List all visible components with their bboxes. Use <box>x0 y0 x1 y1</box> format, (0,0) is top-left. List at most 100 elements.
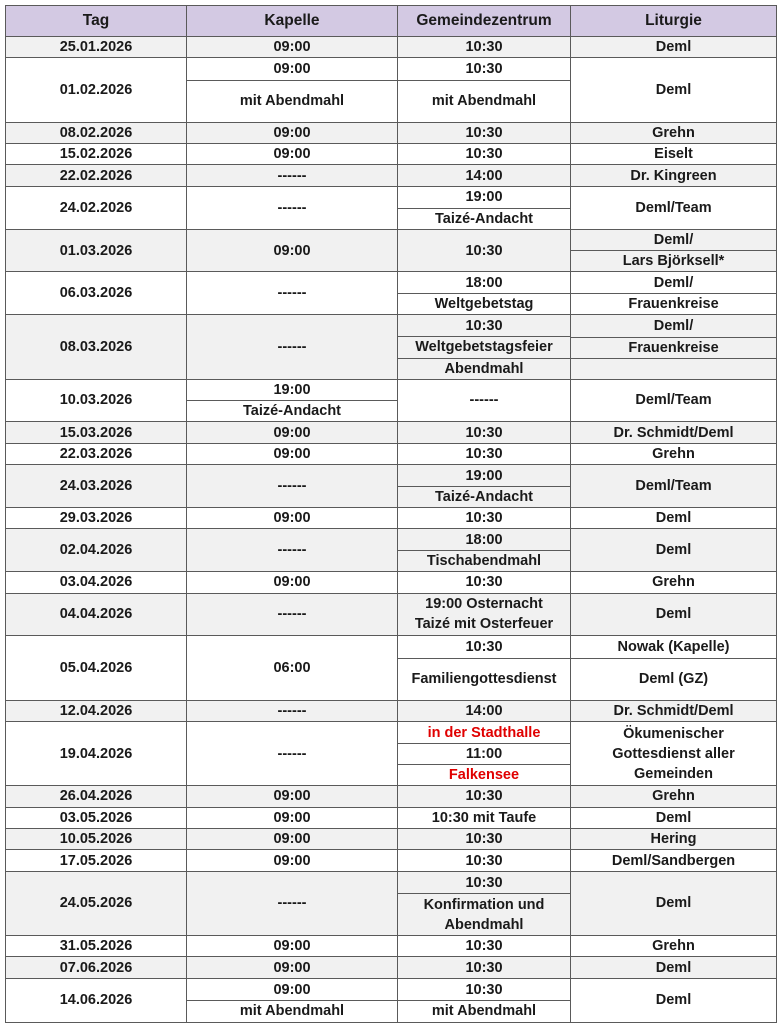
liturgie-text: Deml <box>655 809 692 826</box>
table-row: 22.03.2026 09:00 10:30 Grehn <box>6 443 776 466</box>
cell-liturgie: Deml <box>571 37 776 57</box>
cell-liturgie: Deml <box>571 594 776 636</box>
liturgie-text: Deml (GZ) <box>571 657 776 700</box>
table-row: 19.04.2026 ------ in der Stadthalle 11:00 Fa… <box>6 722 776 787</box>
cell-gemeindezentrum: 18:00 Tischabendmahl <box>398 529 571 572</box>
kapelle-text: 09:00 <box>273 445 311 462</box>
cell-gemeindezentrum: 10:30 <box>398 422 571 443</box>
table-row: 02.04.2026 ------ 18:00 Tischabendmahl Deml <box>6 529 776 573</box>
gemeindezentrum-text: 10:30 <box>465 639 503 656</box>
cell-gemeindezentrum: 10:30 Konfirmation und Abendmahl <box>398 871 571 936</box>
table-row: 29.03.2026 09:00 10:30 Deml <box>6 507 776 530</box>
cell-kapelle: ------ <box>187 871 398 936</box>
kapelle-text: ------ <box>277 606 307 623</box>
kapelle-text: 09:00 <box>273 981 311 998</box>
gemeindezentrum-text: 18:00 <box>465 274 503 291</box>
header-cell-gemeindezentrum: Gemeindezentrum <box>398 6 571 36</box>
cell-kapelle: 19:00 Taizé-Andacht <box>187 379 398 422</box>
cell-liturgie: Grehn <box>571 123 776 143</box>
kapelle-text: 09:00 <box>273 424 311 441</box>
liturgie-text: Deml <box>655 895 692 912</box>
liturgie-text: Deml/Team <box>635 199 712 216</box>
gemeindezentrum-text: 10:30 <box>465 959 503 976</box>
cell-liturgie: Deml <box>571 957 776 977</box>
gemeindezentrum-text: 10:30 <box>465 424 503 441</box>
table-row: 15.03.2026 09:00 10:30 Dr. Schmidt/Deml <box>6 422 776 444</box>
gemeindezentrum-text: 10:30 <box>465 510 503 527</box>
cell-date: 24.02.2026 <box>6 186 187 229</box>
cell-kapelle: 09:00 mit Abendmahl <box>187 978 398 1022</box>
cell-date: 08.02.2026 <box>6 122 187 144</box>
cell-liturgie: Dr. Schmidt/Deml <box>571 701 776 721</box>
cell-gemeindezentrum: 14:00 <box>398 165 571 186</box>
cell-gemeindezentrum: 10:30 <box>398 144 571 165</box>
table-row: 25.01.2026 09:00 10:30 Deml <box>6 37 776 59</box>
cell-kapelle: ------ <box>187 272 398 315</box>
table-row: 08.03.2026 ------ 10:30 Weltgebetstagsfeier… <box>6 315 776 380</box>
cell-date: 10.05.2026 <box>6 829 187 850</box>
liturgie-text: Eiselt <box>654 146 693 163</box>
liturgie-text: Lars Björksell* <box>571 250 776 271</box>
cell-date: 19.04.2026 <box>6 722 187 786</box>
cell-liturgie: Grehn <box>571 444 776 464</box>
cell-liturgie: Deml/Team <box>571 465 776 507</box>
gemeindezentrum-text: 10:30 <box>465 938 503 955</box>
cell-kapelle: 09:00 <box>187 786 398 807</box>
cell-gemeindezentrum: 10:30 <box>398 850 571 871</box>
cell-kapelle: 09:00 <box>187 957 398 978</box>
cell-date: 08.03.2026 <box>6 315 187 379</box>
table-row: 24.05.2026 ------ 10:30 Konfirmation und Ab… <box>6 871 776 937</box>
cell-date: 01.03.2026 <box>6 229 187 272</box>
table-row: 10.03.2026 19:00 Taizé-Andacht ------ Deml/T… <box>6 379 776 423</box>
cell-kapelle: 06:00 <box>187 636 398 700</box>
gemeindezentrum-text: 11:00 <box>398 743 570 764</box>
cell-kapelle: ------ <box>187 165 398 186</box>
gemeindezentrum-text: mit Abendmahl <box>398 79 570 122</box>
cell-date: 15.03.2026 <box>6 422 187 443</box>
kapelle-text: 09:00 <box>273 809 311 826</box>
gemeindezentrum-text: 10:30 <box>465 445 503 462</box>
date-text: 08.03.2026 <box>59 338 133 355</box>
date-text: 01.03.2026 <box>59 242 133 259</box>
gemeindezentrum-text: 10:30 <box>465 981 503 998</box>
gemeindezentrum-text: 10:30 <box>465 242 503 259</box>
gemeindezentrum-text: Weltgebetstag <box>398 293 570 314</box>
liturgie-text: Deml <box>655 606 692 623</box>
gemeindezentrum-text: 10:30 <box>465 39 503 56</box>
date-text: 24.03.2026 <box>59 478 133 495</box>
kapelle-text: ------ <box>277 285 307 302</box>
gemeindezentrum-text: 10:30 <box>465 874 503 891</box>
gemeindezentrum-text: Abendmahl <box>398 357 570 379</box>
table-row: 17.05.2026 09:00 10:30 Deml/Sandbergen <box>6 850 776 872</box>
date-text: 15.02.2026 <box>59 146 133 163</box>
cell-gemeindezentrum: 10:30 <box>398 936 571 957</box>
kapelle-text: ------ <box>277 199 307 216</box>
liturgie-text: Grehn <box>652 938 695 955</box>
kapelle-text: 09:00 <box>273 852 311 869</box>
date-text: 25.01.2026 <box>59 39 133 56</box>
cell-kapelle: 09:00 <box>187 229 398 272</box>
cell-gemeindezentrum: ------ <box>398 379 571 422</box>
gemeindezentrum-text: 19:00 <box>465 467 503 484</box>
header-label: Kapelle <box>264 12 320 29</box>
table-row: 07.06.2026 09:00 10:30 Deml <box>6 957 776 979</box>
table-row: 14.06.2026 09:00 mit Abendmahl 10:30 mit Abe… <box>6 978 776 1022</box>
date-text: 07.06.2026 <box>59 959 133 976</box>
kapelle-text: ------ <box>277 702 307 719</box>
date-text: 14.06.2026 <box>59 992 133 1009</box>
cell-kapelle: 09:00 <box>187 507 398 529</box>
date-text: 19.04.2026 <box>59 745 133 762</box>
table-row: 15.02.2026 09:00 10:30 Eiselt <box>6 144 776 166</box>
table-row: 31.05.2026 09:00 10:30 Grehn <box>6 936 776 958</box>
kapelle-text: Taizé-Andacht <box>187 400 397 421</box>
cell-kapelle: ------ <box>187 722 398 786</box>
kapelle-text: 09:00 <box>273 61 311 78</box>
kapelle-text: 09:00 <box>273 959 311 976</box>
liturgie-text: Deml <box>655 82 692 99</box>
kapelle-text: ------ <box>277 167 307 184</box>
cell-gemeindezentrum: 14:00 <box>398 700 571 721</box>
cell-date: 14.06.2026 <box>6 978 187 1022</box>
cell-date: 22.02.2026 <box>6 165 187 186</box>
cell-gemeindezentrum: 10:30 <box>398 443 571 465</box>
cell-gemeindezentrum: 10:30 <box>398 829 571 850</box>
